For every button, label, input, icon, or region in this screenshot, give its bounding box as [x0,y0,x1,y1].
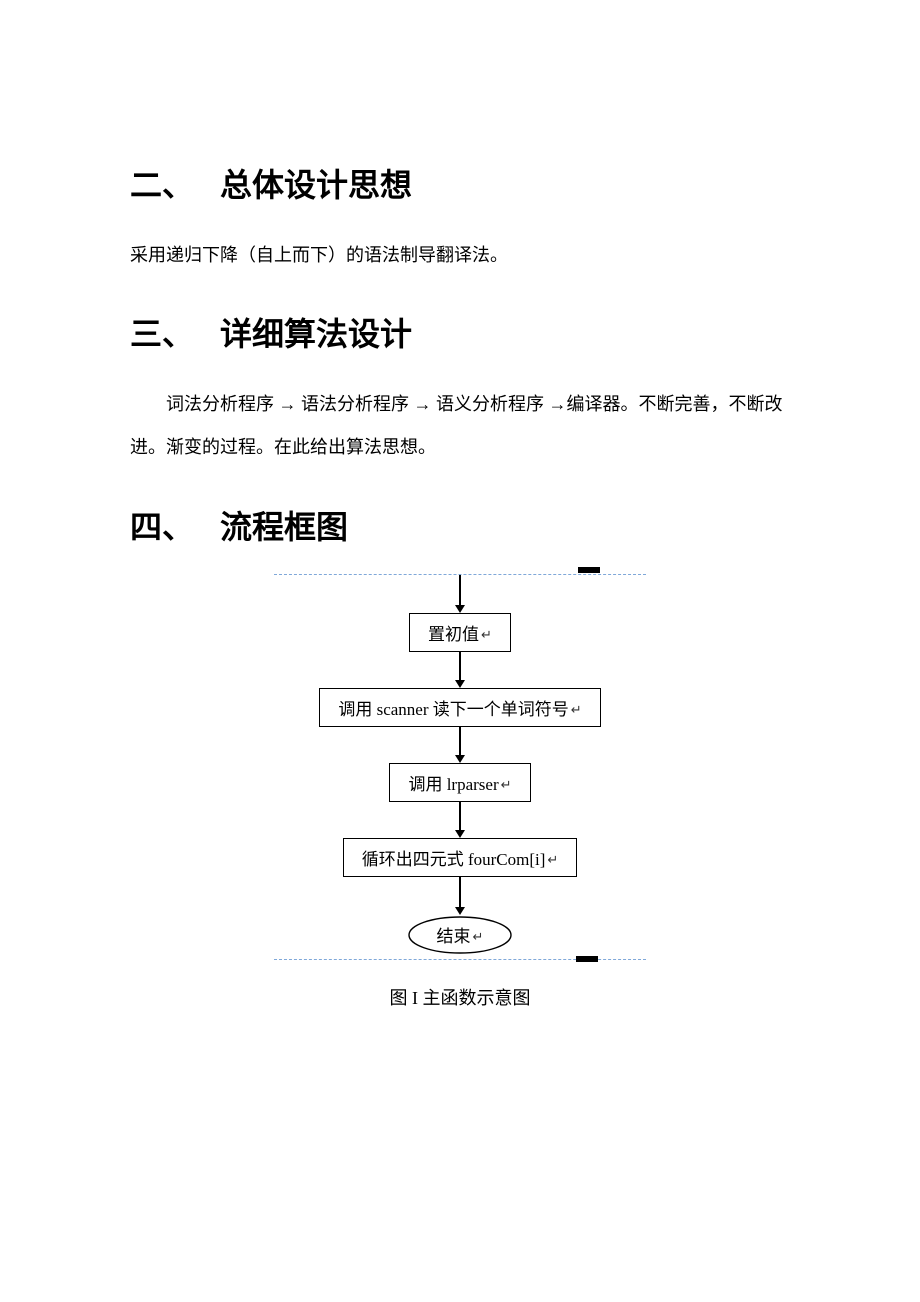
flowchart-arrow-0 [455,575,465,613]
return-mark-icon: ↵ [473,929,484,944]
flowchart-arrow-1 [455,652,465,688]
section-3-body: 词法分析程序 → 语法分析程序 → 语义分析程序 →编译器。不断完善，不断改进。… [130,383,790,469]
arrow-head-icon [455,605,465,613]
flowchart-node-end: 结束↵ [407,915,513,955]
return-mark-icon: ↵ [501,777,512,792]
arrow-head-icon [455,680,465,688]
arrow-head-icon [455,755,465,763]
arrow-stem [459,877,460,907]
flowchart-bottom-tick [576,956,598,962]
flowchart-node-init: 置初值↵ [409,613,511,652]
section-2-body: 采用递归下降（自上而下）的语法制导翻译法。 [130,234,790,277]
heading-4-title: 流程框图 [220,509,348,545]
arrow-stem [459,652,460,680]
heading-section-4: 四、流程框图 [130,502,790,548]
node-label: 结束↵ [437,922,484,947]
figure-caption: 图 I 主函数示意图 [260,984,660,1010]
return-mark-icon: ↵ [547,852,558,867]
heading-4-number: 四、 [130,502,220,548]
flowchart-arrow-4 [455,877,465,915]
heading-3-title: 详细算法设计 [220,316,412,352]
flowchart-arrow-3 [455,802,465,838]
return-mark-icon: ↵ [481,627,492,642]
flowchart-top-tick [578,567,600,573]
flowchart-node-scanner: 调用 scanner 读下一个单词符号↵ [319,688,600,727]
node-label: 调用 scanner 读下一个单词符号 [338,700,568,719]
flowchart: 置初值↵ 调用 scanner 读下一个单词符号↵ 调用 lrparser↵ [260,566,660,970]
flowchart-column: 置初值↵ 调用 scanner 读下一个单词符号↵ 调用 lrparser↵ [260,575,660,955]
node-label: 置初值 [428,625,479,644]
return-mark-icon: ↵ [571,702,582,717]
heading-section-3: 三、详细算法设计 [130,309,790,355]
flowchart-node-lrparser: 调用 lrparser↵ [389,763,530,802]
heading-2-number: 二、 [130,160,220,206]
heading-section-2: 二、总体设计思想 [130,160,790,206]
heading-2-title: 总体设计思想 [220,167,412,203]
arrow-stem [459,727,460,755]
end-label-text: 结束 [437,927,471,946]
node-label: 调用 lrparser [408,775,498,794]
arrow-stem [459,575,460,605]
heading-3-number: 三、 [130,309,220,355]
node-label: 循环出四元式 fourCom[i] [362,850,546,869]
flowchart-node-fourcom: 循环出四元式 fourCom[i]↵ [343,838,578,877]
arrow-stem [459,802,460,830]
flowchart-figure: 置初值↵ 调用 scanner 读下一个单词符号↵ 调用 lrparser↵ [260,566,660,1010]
arrow-head-icon [455,907,465,915]
flowchart-arrow-2 [455,727,465,763]
arrow-head-icon [455,830,465,838]
